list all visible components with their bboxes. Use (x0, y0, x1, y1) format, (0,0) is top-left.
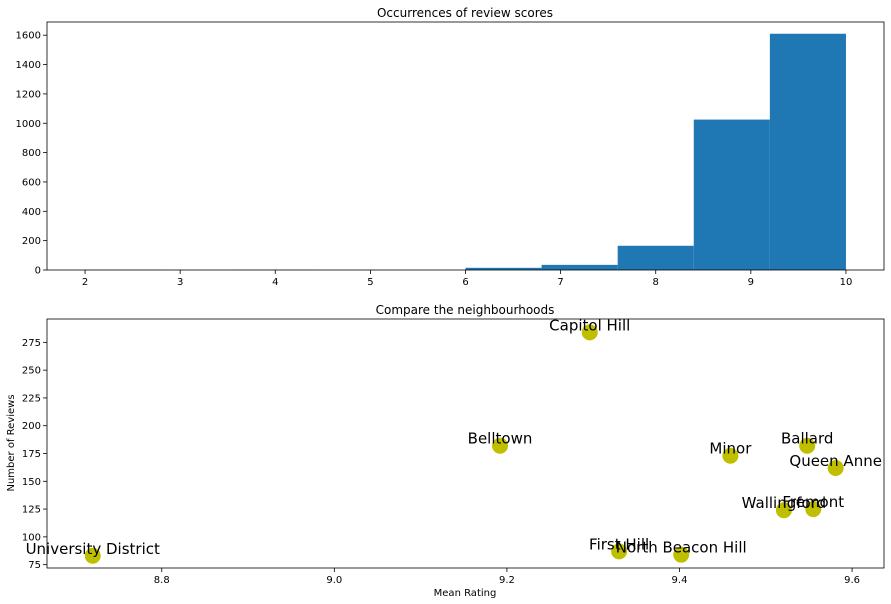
scatter-x-tick-label: 8.8 (154, 575, 170, 586)
scatter-x-axis-label: Mean Rating (434, 588, 497, 599)
histogram-bar (541, 264, 618, 270)
histogram-y-ticks: 0 200 400 600 800 1000 1200 1400 1600 (16, 31, 47, 277)
histogram-y-tick-label: 600 (22, 177, 41, 188)
scatter-x-tick-label: 9.0 (326, 575, 342, 586)
scatter-point-label: North Beacon Hill (616, 539, 747, 557)
histogram-bars (85, 33, 846, 271)
scatter-point-label: Minor (709, 440, 752, 458)
scatter-y-tick-label: 125 (22, 505, 41, 516)
scatter-point-label: Belltown (468, 430, 533, 448)
histogram-x-ticks: 2 3 4 5 6 7 8 9 10 (82, 270, 852, 288)
histogram-bar (693, 119, 770, 270)
scatter-y-axis-label: Number of Reviews (6, 394, 17, 491)
scatter-x-ticks: 8.8 9.0 9.2 9.4 9.6 (154, 568, 860, 586)
scatter-point (84, 547, 101, 564)
scatter-point (722, 447, 739, 464)
scatter-point (492, 437, 509, 454)
scatter-y-tick-label: 250 (22, 366, 41, 377)
histogram-x-tick-label: 5 (367, 277, 373, 288)
scatter-point (673, 546, 690, 563)
histogram-y-tick-label: 1200 (16, 89, 41, 100)
histogram-y-tick-label: 400 (22, 207, 41, 218)
scatter-x-tick-label: 9.6 (844, 575, 860, 586)
scatter-title: Compare the neighbourhoods (376, 303, 555, 317)
histogram-x-tick-label: 3 (177, 277, 183, 288)
scatter-point-label: University District (26, 540, 160, 558)
histogram-y-tick-label: 1400 (16, 60, 41, 71)
scatter-x-tick-label: 9.4 (672, 575, 688, 586)
scatter-point-label: Queen Anne (789, 452, 882, 470)
scatter-point (581, 324, 598, 341)
scatter-axes: Compare the neighbourhoods Capitol Hill B… (6, 303, 885, 599)
histogram-x-tick-label: 4 (272, 277, 278, 288)
scatter-x-tick-label: 9.2 (499, 575, 515, 586)
scatter-point-label: First Hill (589, 535, 649, 553)
scatter-y-tick-label: 150 (22, 477, 41, 488)
scatter-point (805, 501, 822, 518)
histogram-frame (46, 21, 885, 271)
histogram-x-tick-label: 8 (653, 277, 659, 288)
histogram-bar (769, 33, 846, 271)
histogram-y-tick-label: 800 (22, 148, 41, 159)
histogram-x-tick-label: 2 (82, 277, 88, 288)
scatter-point (611, 543, 628, 560)
histogram-bar (617, 245, 694, 270)
histogram-x-tick-label: 9 (748, 277, 754, 288)
histogram-axes: Occurrences of review scores 2 3 4 5 6 7 8 9 10 … (16, 6, 885, 288)
scatter-y-tick-label: 200 (22, 421, 41, 432)
scatter-y-tick-label: 75 (28, 560, 41, 571)
scatter-y-tick-label: 100 (22, 532, 41, 543)
scatter-point-label: Capitol Hill (549, 316, 630, 334)
histogram-y-tick-label: 1600 (16, 31, 41, 42)
histogram-y-tick-label: 0 (35, 266, 41, 277)
scatter-point (775, 502, 792, 519)
scatter-y-ticks: 75 100 125 150 175 200 225 250 275 (22, 338, 47, 571)
scatter-y-tick-label: 225 (22, 393, 41, 404)
histogram-x-tick-label: 10 (840, 277, 853, 288)
histogram-y-tick-label: 1000 (16, 119, 41, 130)
histogram-x-tick-label: 7 (557, 277, 563, 288)
histogram-title: Occurrences of review scores (377, 6, 553, 20)
scatter-point (827, 459, 844, 476)
scatter-points (84, 324, 844, 564)
scatter-frame (46, 318, 885, 569)
scatter-point-labels: Capitol Hill Belltown Minor Ballard Queen An… (26, 316, 882, 557)
scatter-y-tick-label: 175 (22, 449, 41, 460)
histogram-y-tick-label: 200 (22, 236, 41, 247)
scatter-point (799, 437, 816, 454)
histogram-bar (465, 267, 542, 270)
histogram-x-tick-label: 6 (462, 277, 468, 288)
scatter-point-label: Ballard (781, 430, 833, 448)
scatter-point-label: Wallingford (742, 494, 826, 512)
scatter-point-label: Fremont (782, 493, 844, 511)
scatter-y-tick-label: 275 (22, 338, 41, 349)
